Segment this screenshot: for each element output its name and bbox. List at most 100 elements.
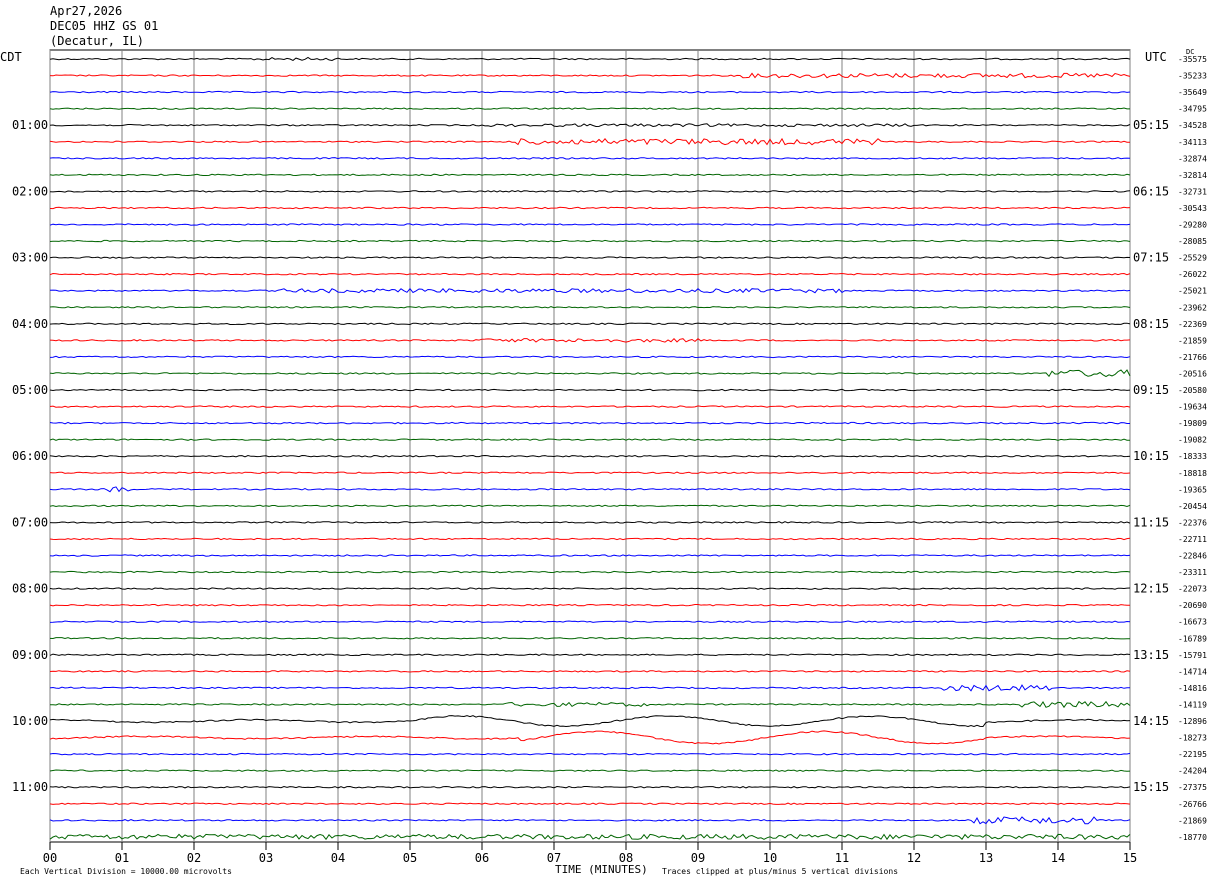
dc-offset-label: -19365: [1178, 485, 1207, 494]
header-station: DEC05 HHZ GS 01: [50, 19, 159, 33]
trace-line-black: [49, 653, 1131, 657]
trace-line-black: [49, 587, 1131, 590]
dc-offset-label: -19809: [1178, 419, 1207, 428]
dc-offset-label: -20454: [1178, 502, 1207, 511]
trace-line-red: [49, 137, 1131, 146]
trace-line-green: [49, 637, 1131, 640]
dc-offset-label: -26022: [1178, 270, 1207, 279]
trace-line-blue: [49, 287, 1131, 294]
dc-offset-label: -32874: [1178, 154, 1207, 163]
cdt-hour-label: 01:00: [12, 118, 48, 132]
dc-offset-label: -22376: [1178, 518, 1207, 527]
dc-offset-label: -18273: [1178, 734, 1207, 743]
dc-offset-label: -32731: [1178, 187, 1207, 196]
dc-offset-label: -22195: [1178, 750, 1207, 759]
dc-offset-label: -24204: [1178, 767, 1207, 776]
trace-line-red: [49, 72, 1131, 79]
utc-hour-label: 14:15: [1133, 714, 1169, 728]
x-tick-label: 11: [835, 851, 849, 865]
dc-offset-label: -35649: [1178, 88, 1207, 97]
trace-line-blue: [49, 421, 1130, 425]
x-tick-label: 08: [619, 851, 633, 865]
dc-offset-label: -35575: [1178, 55, 1207, 64]
dc-offset-label: -20690: [1178, 601, 1207, 610]
utc-hour-label: 13:15: [1133, 648, 1169, 662]
trace-line-black: [49, 123, 1131, 128]
cdt-hour-label: 07:00: [12, 515, 48, 529]
dc-offset-label: -35233: [1178, 72, 1207, 81]
trace-line-black: [49, 190, 1131, 193]
x-tick-label: 14: [1051, 851, 1065, 865]
dc-offset-label: -27375: [1178, 783, 1207, 792]
cdt-hour-label: 03:00: [12, 251, 48, 265]
trace-line-red: [49, 337, 1131, 343]
trace-line-red: [49, 405, 1131, 408]
utc-hour-label: 12:15: [1133, 582, 1169, 596]
dc-offset-label: -18770: [1178, 833, 1207, 842]
dc-offset-label: -18818: [1178, 469, 1207, 478]
trace-line-black: [49, 454, 1131, 458]
x-tick-label: 04: [331, 851, 345, 865]
plot-frame: [49, 49, 1131, 843]
utc-hour-label: 11:15: [1133, 515, 1169, 529]
trace-line-black: [49, 256, 1131, 259]
scale-note: Each Vertical Division = 10000.00 microv…: [20, 867, 232, 876]
trace-line-blue: [49, 554, 1131, 557]
x-tick-label: 07: [547, 851, 561, 865]
trace-line-blue: [49, 684, 1130, 692]
x-tick-label: 02: [187, 851, 201, 865]
dc-offset-label: -23962: [1178, 303, 1207, 312]
trace-line-blue: [49, 816, 1131, 825]
trace-line-green: [49, 438, 1131, 441]
dc-offset-label: -23311: [1178, 568, 1207, 577]
trace-line-green: [49, 173, 1131, 177]
trace-line-black: [49, 322, 1131, 326]
x-tick-label: 12: [907, 851, 921, 865]
trace-line-green: [49, 504, 1131, 508]
trace-line-blue: [49, 355, 1131, 359]
trace-line-red: [49, 537, 1131, 541]
utc-hour-label: 08:15: [1133, 317, 1169, 331]
x-tick-label: 01: [115, 851, 129, 865]
cdt-hour-label: 06:00: [12, 449, 48, 463]
trace-line-green: [49, 306, 1131, 309]
utc-hour-label: 07:15: [1133, 251, 1169, 265]
dc-offset-label: -28085: [1178, 237, 1207, 246]
cdt-hour-label: 11:00: [12, 780, 48, 794]
utc-hour-label: 10:15: [1133, 449, 1169, 463]
x-tick-label: 06: [475, 851, 489, 865]
trace-line-blue: [49, 90, 1131, 94]
trace-line-blue: [49, 620, 1131, 623]
trace-line-green: [49, 239, 1131, 243]
utc-hour-label: 09:15: [1133, 383, 1169, 397]
dc-offset-label: -14714: [1178, 667, 1207, 676]
x-axis-label: TIME (MINUTES): [555, 863, 648, 876]
trace-line-blue: [49, 752, 1131, 756]
dc-offset-label: -22711: [1178, 535, 1207, 544]
trace-line-black: [49, 715, 1131, 728]
dc-offset-label: -22369: [1178, 320, 1207, 329]
clip-note: Traces clipped at plus/minus 5 vertical …: [662, 867, 899, 876]
trace-line-blue: [49, 486, 1131, 493]
dc-offset-label: -21869: [1178, 816, 1207, 825]
cdt-hour-label: 09:00: [12, 648, 48, 662]
left-timezone: CDT: [0, 50, 22, 64]
utc-hour-label: 15:15: [1133, 780, 1169, 794]
trace-line-black: [49, 388, 1131, 392]
dc-offset-label: -21859: [1178, 336, 1207, 345]
cdt-hour-label: 10:00: [12, 714, 48, 728]
dc-offset-label: -25529: [1178, 254, 1207, 263]
dc-offset-label: -22073: [1178, 585, 1207, 594]
axis-labels: 00 01 02 03 04 05 06 07 08 09 10 11 12 13 14 15 -35575 -3…: [12, 55, 1207, 865]
x-tick-label: 03: [259, 851, 273, 865]
right-timezone: UTC: [1145, 50, 1167, 64]
trace-line-green: [49, 700, 1131, 709]
trace-line-green: [49, 107, 1130, 110]
trace-line-green: [49, 570, 1131, 574]
x-tick-label: 05: [403, 851, 417, 865]
trace-line-blue: [49, 223, 1131, 226]
header-location: (Decatur, IL): [50, 34, 144, 48]
header-date: Apr27,2026: [50, 4, 123, 18]
dc-offset-label: -30543: [1178, 204, 1207, 213]
